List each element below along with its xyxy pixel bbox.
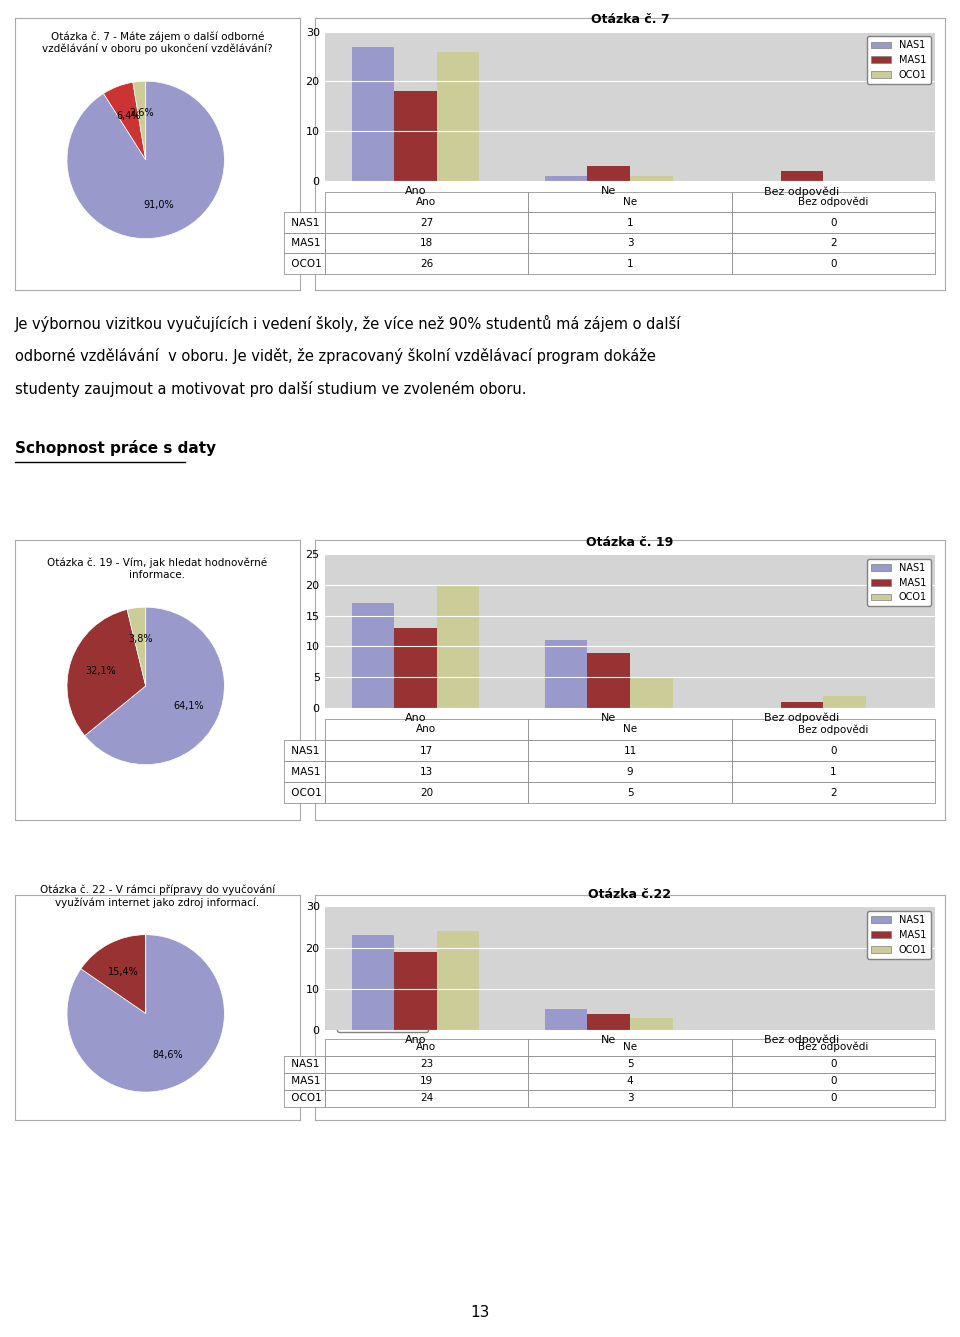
Text: studenty zaujmout a motivovat pro další studium ve zvoleném oboru.: studenty zaujmout a motivovat pro další …	[15, 381, 526, 397]
Bar	[630, 1017, 673, 1029]
Legend: Ano, Ne, Bez odpovědi: Ano, Ne, Bez odpovědi	[337, 656, 428, 705]
Title: Otázka č. 7 - Máte zájem o další odborné
vzdělávání v oboru po ukončení vzdělává: Otázka č. 7 - Máte zájem o další odborné…	[42, 31, 273, 53]
Bar	[437, 584, 479, 709]
Wedge shape	[132, 82, 146, 160]
Text: odborné vzdělávání  v oboru. Je vidět, že zpracovaný školní vzdělávací program d: odborné vzdělávání v oboru. Je vidět, že…	[15, 348, 656, 364]
Bar	[395, 952, 437, 1029]
Bar	[351, 935, 395, 1029]
Wedge shape	[67, 82, 225, 238]
Text: 84,6%: 84,6%	[153, 1050, 183, 1060]
Bar	[630, 176, 673, 182]
Bar	[588, 1013, 630, 1029]
Bar	[395, 628, 437, 709]
Wedge shape	[127, 607, 146, 686]
Legend: Ano, Ne, Bez odpovědi: Ano, Ne, Bez odpovědi	[337, 984, 428, 1032]
Wedge shape	[67, 935, 225, 1092]
Legend: Ano, Ne, Bez odpovědi: Ano, Ne, Bez odpovědi	[337, 130, 428, 178]
Text: 64,1%: 64,1%	[173, 701, 204, 711]
Bar	[780, 702, 824, 709]
Wedge shape	[104, 83, 146, 160]
Bar	[588, 166, 630, 182]
Title: Otázka č. 7: Otázka č. 7	[590, 13, 669, 27]
Bar	[630, 678, 673, 709]
Text: 15,4%: 15,4%	[108, 967, 139, 976]
Title: Otázka č.22: Otázka č.22	[588, 888, 671, 901]
Text: 13: 13	[470, 1305, 490, 1320]
Text: 3,8%: 3,8%	[128, 634, 153, 644]
Title: Otázka č. 19: Otázka č. 19	[587, 536, 674, 548]
Legend: NAS1, MAS1, OCO1: NAS1, MAS1, OCO1	[868, 910, 930, 959]
Text: 32,1%: 32,1%	[85, 666, 116, 677]
Bar	[780, 171, 824, 182]
Text: 2,6%: 2,6%	[130, 108, 155, 118]
Title: Otázka č. 19 - Vím, jak hledat hodnověrné
informace.: Otázka č. 19 - Vím, jak hledat hodnověrn…	[47, 558, 268, 580]
Legend: NAS1, MAS1, OCO1: NAS1, MAS1, OCO1	[868, 36, 930, 84]
Wedge shape	[67, 610, 146, 735]
Title: Otázka č. 22 - V rámci přípravy do vyučování
využívám internet jako zdroj inform: Otázka č. 22 - V rámci přípravy do vyučo…	[40, 885, 276, 908]
Text: Je výbornou vizitkou vyučujících i vedení školy, že více než 90% studentů má záj: Je výbornou vizitkou vyučujících i veden…	[15, 316, 682, 332]
Bar	[824, 695, 866, 709]
Text: 91,0%: 91,0%	[144, 201, 174, 210]
Bar	[545, 1009, 588, 1029]
Bar	[351, 47, 395, 182]
Text: 6,4%: 6,4%	[116, 111, 141, 120]
Wedge shape	[81, 935, 146, 1013]
Bar	[437, 931, 479, 1029]
Bar	[545, 176, 588, 182]
Bar	[351, 603, 395, 709]
Bar	[395, 91, 437, 182]
Bar	[437, 52, 479, 182]
Wedge shape	[84, 607, 225, 765]
Legend: NAS1, MAS1, OCO1: NAS1, MAS1, OCO1	[868, 559, 930, 607]
Text: Schopnost práce s daty: Schopnost práce s daty	[15, 440, 216, 456]
Bar	[545, 640, 588, 709]
Bar	[588, 652, 630, 709]
